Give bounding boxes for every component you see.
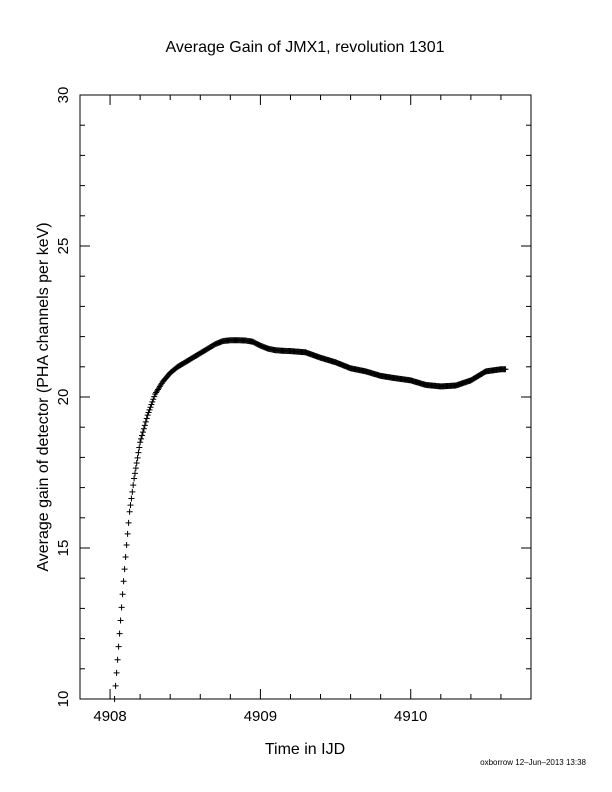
y-tick-label: 15 bbox=[55, 540, 72, 557]
data-point bbox=[143, 415, 150, 422]
data-point bbox=[141, 422, 148, 429]
data-point bbox=[121, 566, 128, 573]
data-point bbox=[124, 530, 131, 537]
data-point bbox=[140, 425, 147, 432]
footer-timestamp: oxborrow 12–Jun–2013 13:38 bbox=[480, 758, 586, 767]
data-point bbox=[120, 578, 127, 585]
x-tick-label: 4908 bbox=[93, 708, 126, 725]
data-point bbox=[113, 669, 120, 676]
data-point bbox=[131, 475, 138, 482]
data-point bbox=[117, 617, 124, 624]
data-point bbox=[131, 470, 138, 477]
data-point bbox=[115, 643, 122, 650]
data-points bbox=[111, 337, 509, 702]
x-tick-label: 4910 bbox=[394, 708, 427, 725]
data-point bbox=[148, 401, 155, 408]
data-point bbox=[122, 554, 129, 561]
data-point bbox=[145, 409, 152, 416]
data-point bbox=[150, 396, 157, 403]
data-point bbox=[125, 519, 132, 526]
data-point bbox=[133, 460, 140, 467]
data-point bbox=[126, 508, 133, 515]
y-tick-label: 25 bbox=[55, 238, 72, 255]
data-point bbox=[136, 444, 143, 451]
data-point bbox=[146, 406, 153, 413]
plot-frame bbox=[79, 94, 532, 700]
data-point bbox=[111, 696, 118, 702]
x-axis-label: Time in IJD bbox=[265, 741, 345, 758]
data-point bbox=[130, 482, 137, 489]
chart-title: Average Gain of JMX1, revolution 1301 bbox=[166, 39, 445, 56]
data-point bbox=[132, 465, 139, 472]
data-point bbox=[119, 591, 126, 598]
y-tick-label: 20 bbox=[55, 389, 72, 406]
y-tick-label: 10 bbox=[55, 691, 72, 708]
data-point bbox=[144, 412, 151, 419]
data-point bbox=[127, 502, 134, 509]
data-point bbox=[149, 398, 156, 405]
data-point bbox=[118, 604, 125, 611]
x-tick-label: 4909 bbox=[244, 708, 277, 725]
data-point bbox=[135, 449, 142, 456]
data-point bbox=[138, 435, 145, 442]
data-point bbox=[147, 404, 154, 411]
data-point bbox=[142, 418, 149, 425]
axis-ticks: 10 15 20 25 30 4908 4909 4910 bbox=[55, 87, 532, 725]
data-point bbox=[114, 656, 121, 663]
data-point bbox=[139, 432, 146, 439]
data-point bbox=[134, 454, 141, 461]
data-point bbox=[129, 488, 136, 495]
y-tick-label: 30 bbox=[55, 87, 72, 104]
data-point bbox=[116, 630, 123, 637]
data-point bbox=[112, 682, 119, 689]
data-point bbox=[137, 439, 144, 446]
data-point bbox=[151, 393, 158, 400]
data-point bbox=[123, 541, 130, 548]
data-point bbox=[502, 366, 509, 373]
data-point bbox=[139, 429, 146, 436]
y-axis-label: Average gain of detector (PHA channels p… bbox=[35, 222, 52, 571]
data-point bbox=[128, 495, 135, 502]
